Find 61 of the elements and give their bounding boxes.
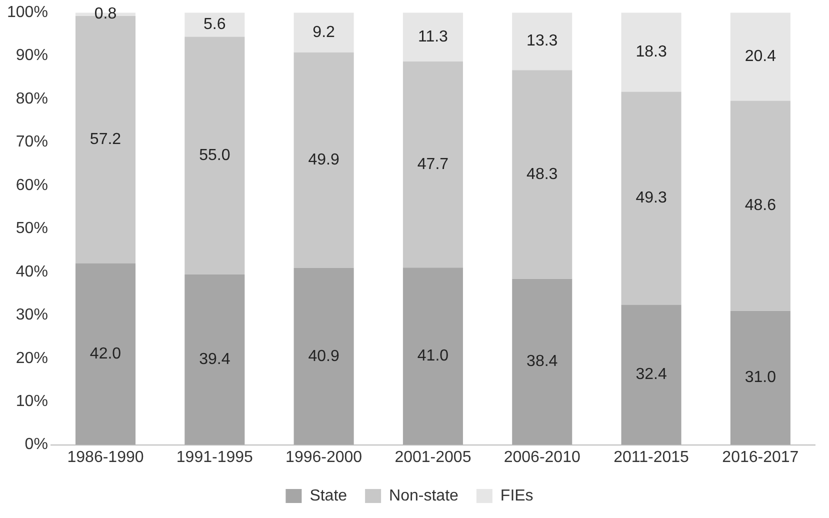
data-label: 49.9 [308,152,340,169]
data-label: 13.3 [526,32,558,50]
bar [402,61,463,268]
data-label: 32.4 [636,366,667,384]
data-label: 57.2 [90,131,122,148]
y-tick-label: 10% [16,392,48,410]
y-tick-label: 60% [16,176,48,194]
bar [402,12,463,62]
y-tick-label: 40% [16,263,48,280]
x-tick-label: 1991-1995 [176,448,254,466]
data-label: 55.0 [199,147,230,164]
bar [730,12,790,101]
bar [512,12,572,70]
bar [294,268,354,445]
data-label: 48.3 [526,166,558,183]
data-label: 38.4 [526,353,558,370]
bar [184,12,245,37]
data-label: 47.7 [417,156,449,173]
data-label: 49.3 [636,190,667,207]
bar [512,70,572,279]
y-tick-label: 70% [16,134,48,151]
x-tick-label: 2006-2010 [504,448,580,466]
bar [730,100,790,311]
y-tick-label: 90% [16,47,48,64]
legend-label: FIEs [500,487,534,504]
data-label: 48.6 [744,197,776,214]
bar [621,304,682,445]
x-tick-label: 2011-2015 [614,448,690,466]
data-label: 9.2 [312,24,336,41]
y-tick-label: 50% [16,220,48,238]
data-label: 41.0 [417,348,449,365]
data-label: 5.6 [204,16,226,34]
y-tick-label: 20% [16,350,48,367]
y-tick-label: 30% [16,306,48,324]
y-tick-label: 0% [24,436,48,454]
bar [512,278,572,445]
x-tick-label: 1996-2000 [286,448,362,466]
x-tick-label: 2001-2005 [394,448,472,466]
data-label: 42.0 [90,345,122,362]
y-tick-label: 100% [7,4,48,22]
bar [294,52,354,268]
x-tick-label: 2016-2017 [722,448,799,466]
data-label: 18.3 [636,44,667,61]
bar [402,268,463,445]
x-tick-label: 1986-1990 [67,448,144,466]
data-label: 11.3 [418,28,448,46]
data-label: 20.4 [744,48,776,66]
bar [184,36,245,275]
data-label: 39.4 [199,351,230,368]
bar [184,274,245,445]
bar [621,12,682,92]
y-tick-label: 80% [16,90,48,108]
bar [621,92,682,305]
bar [294,12,354,52]
bar [75,263,136,445]
legend-label: State [310,487,348,504]
data-label: 31.0 [744,369,776,386]
data-label: 0.8 [94,6,117,23]
bar [730,310,790,445]
data-label: 40.9 [308,348,340,365]
legend-label: Non-state [389,487,459,504]
